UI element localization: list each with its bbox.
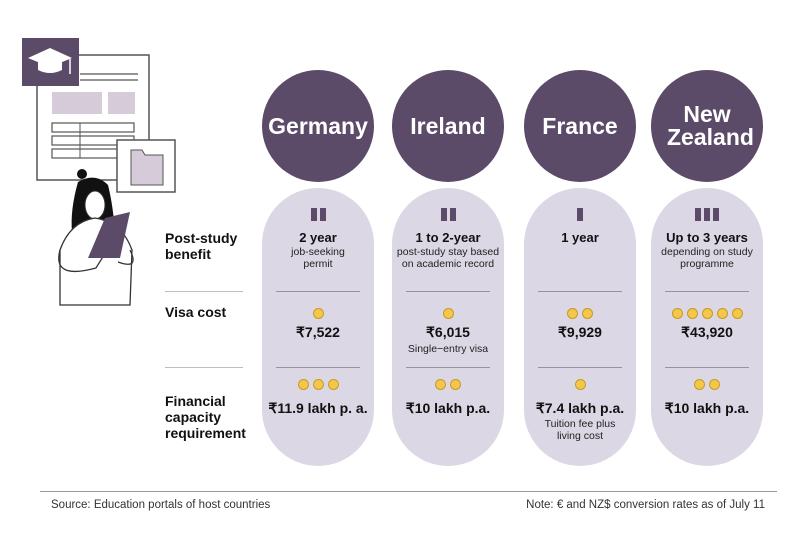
financial-value: ₹11.9 lakh p. a.: [268, 400, 368, 416]
country-pill: Up to 3 years depending on study program…: [651, 188, 763, 466]
coin-icon: [435, 379, 446, 390]
visa-cost-coins: [392, 308, 504, 319]
benefit-detail: post-study stay based on academic record: [396, 246, 500, 270]
benefit-bars-icon: [524, 208, 636, 221]
pill-divider: [276, 291, 360, 292]
bar-icon: [449, 208, 456, 221]
financial-coins: [262, 379, 374, 390]
coin-icon: [297, 379, 309, 390]
row-divider: [165, 291, 243, 292]
coin-icon: [694, 379, 705, 390]
coin-icon: [574, 379, 586, 390]
country-pill: 2 year job-seeking permit ₹7,522 ₹11.9 l…: [262, 188, 374, 466]
pill-divider: [276, 367, 360, 368]
coin-icon: [442, 308, 454, 319]
benefit-detail: depending on study programme: [661, 246, 753, 270]
visa-cost-value: ₹7,522: [296, 324, 340, 340]
footer-divider: [40, 491, 777, 492]
coin-icon: [701, 308, 713, 319]
coin-icon: [450, 379, 461, 390]
bar-icon: [319, 208, 326, 221]
benefit-duration: Up to 3 years: [666, 230, 748, 245]
coin-icon: [716, 308, 728, 319]
pill-divider: [406, 367, 490, 368]
benefit-bars-icon: [392, 208, 504, 221]
row-label-post-study-benefit: Post-study benefit: [165, 230, 238, 262]
country-name: France: [542, 112, 618, 139]
country-name: New Zealand: [667, 101, 754, 150]
pill-divider: [665, 367, 749, 368]
country-header: Germany: [262, 70, 374, 182]
country-header: New Zealand: [651, 70, 763, 182]
bar-icon: [713, 208, 719, 221]
benefit-bars-icon: [262, 208, 374, 221]
benefit-duration: 2 year: [299, 230, 337, 245]
coin-icon: [709, 379, 720, 390]
financial-value: ₹7.4 lakh p.a.: [535, 400, 625, 416]
country-name: Germany: [268, 112, 368, 139]
coin-icon: [312, 308, 324, 319]
financial-detail: Tuition fee plus living cost: [544, 418, 616, 442]
row-label-financial-capacity: Financial capacity requirement: [165, 393, 246, 441]
coin-icon: [312, 379, 324, 390]
country-header: Ireland: [392, 70, 504, 182]
bar-icon: [577, 208, 583, 221]
benefit-duration: 1 year: [561, 230, 599, 245]
coin-icon: [731, 308, 743, 319]
pill-divider: [538, 367, 622, 368]
visa-cost-detail: Single−entry visa: [407, 343, 489, 355]
country-pill: 1 year ₹9,929 ₹7.4 lakh p.a. Tuition fee…: [524, 188, 636, 466]
row-divider: [165, 367, 243, 368]
country-header: France: [524, 70, 636, 182]
financial-coins: [392, 379, 504, 390]
pill-divider: [538, 291, 622, 292]
coin-icon: [327, 379, 339, 390]
bar-icon: [704, 208, 710, 221]
conversion-note: Note: € and NZ$ conversion rates as of J…: [526, 499, 765, 511]
financial-coins: [651, 379, 763, 390]
financial-value: ₹10 lakh p.a.: [664, 400, 750, 416]
coin-icon: [582, 308, 593, 319]
visa-cost-value: ₹43,920: [681, 324, 733, 340]
source-note: Source: Education portals of host countr…: [51, 499, 271, 511]
country-pill: 1 to 2-year post-study stay based on aca…: [392, 188, 504, 466]
student-illustration: [22, 38, 176, 306]
coin-icon: [686, 308, 698, 319]
visa-cost-value: ₹6,015: [426, 324, 470, 340]
visa-cost-coins: [524, 308, 636, 319]
bar-icon: [695, 208, 701, 221]
visa-cost-value: ₹9,929: [558, 324, 602, 340]
benefit-duration: 1 to 2-year: [415, 230, 481, 245]
benefit-bars-icon: [651, 208, 763, 221]
row-label-visa-cost: Visa cost: [165, 304, 227, 320]
coin-icon: [567, 308, 578, 319]
country-name: Ireland: [410, 112, 486, 139]
visa-cost-coins: [651, 308, 763, 319]
visa-cost-coins: [262, 308, 374, 319]
pill-divider: [406, 291, 490, 292]
bar-icon: [440, 208, 447, 221]
financial-coins: [524, 379, 636, 390]
benefit-detail: job-seeking permit: [291, 246, 345, 270]
coin-icon: [671, 308, 683, 319]
financial-value: ₹10 lakh p.a.: [405, 400, 491, 416]
pill-divider: [665, 291, 749, 292]
bar-icon: [310, 208, 317, 221]
